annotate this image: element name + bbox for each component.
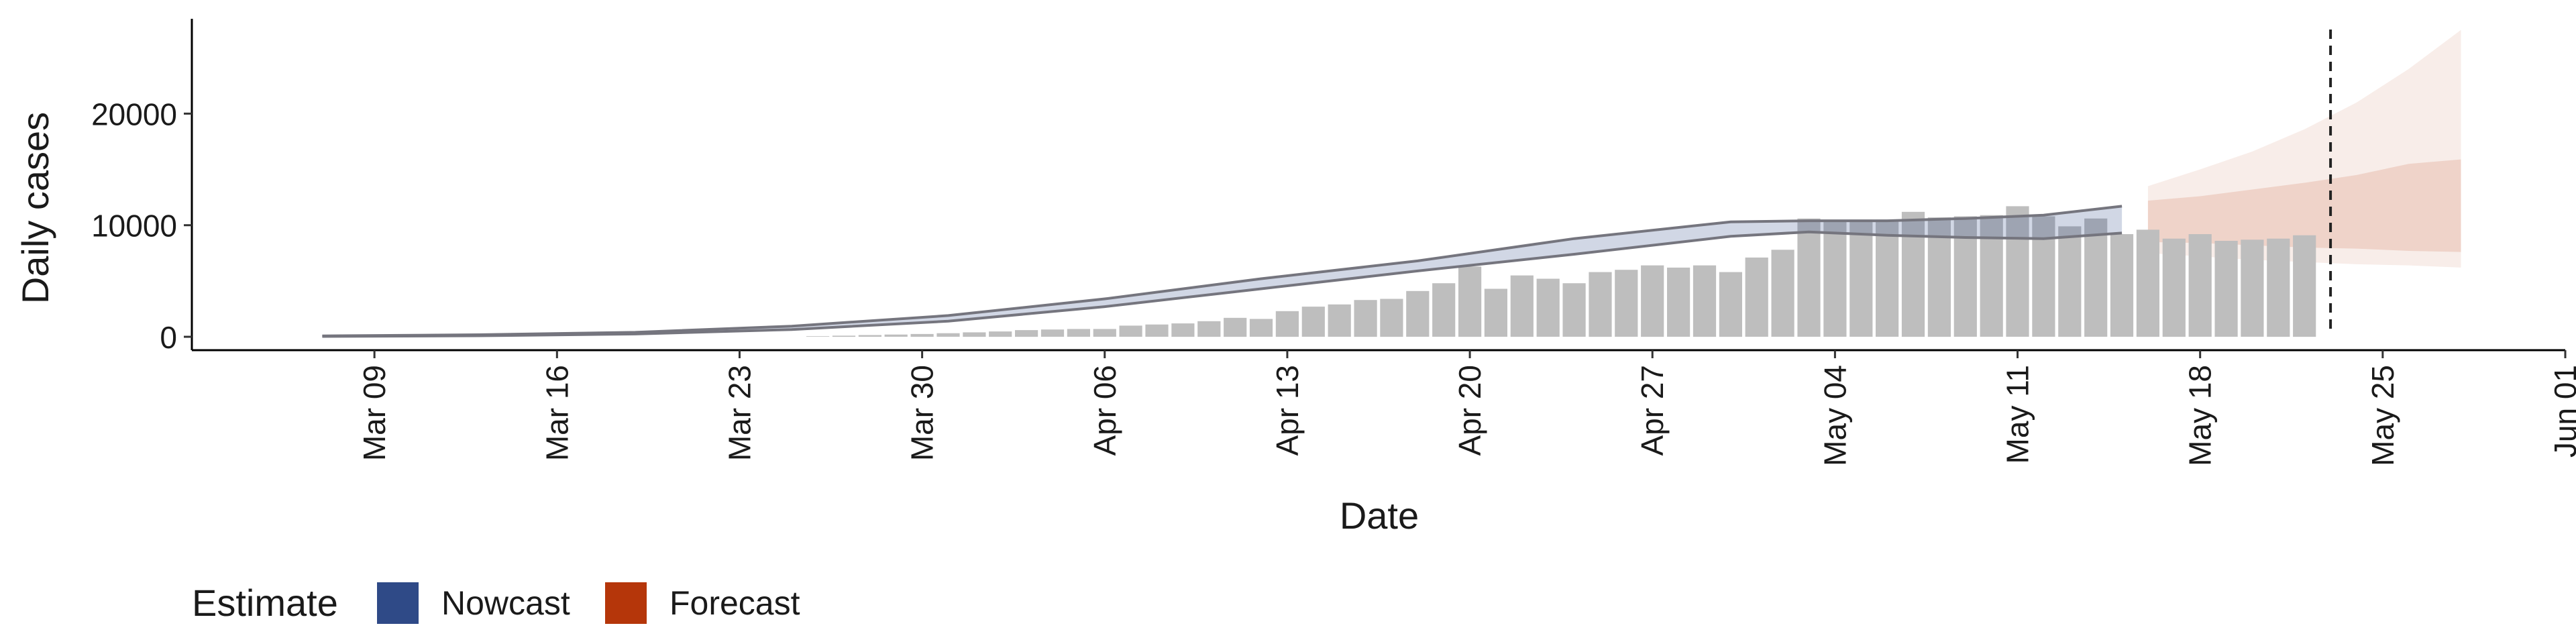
case-bar [1380,299,1403,337]
bars-layer [806,206,2316,337]
case-bar [1015,330,1038,337]
case-bar [1301,307,1325,337]
legend-swatch-nowcast [377,582,419,624]
x-tick-label: May 18 [2183,365,2218,466]
x-tick-label: Jun 01 [2548,365,2576,458]
forecast-outer-band [2147,30,2461,268]
case-bar [1224,317,1247,337]
case-bar [1145,324,1169,337]
case-bar [1536,278,1560,337]
case-bar [832,335,856,337]
case-bar [1328,304,1351,337]
case-bar [989,331,1012,337]
case-bar [1093,329,1116,337]
case-bar [1432,283,1456,337]
case-bar [2293,235,2316,337]
x-tick-label: May 25 [2365,365,2400,466]
case-bar [1745,257,1768,337]
y-tick-label: 10000 [91,209,177,244]
case-bar [1484,288,1507,337]
case-bar [2136,229,2159,337]
case-bar [2110,234,2134,337]
case-bar [2188,234,2212,337]
case-bar [1562,283,1586,337]
case-bar [2214,241,2238,337]
case-bar [1406,290,1430,337]
forecast-inner-band [2147,159,2461,252]
case-bar [1771,250,1794,337]
case-bar [1849,219,1873,337]
case-bar [936,333,960,337]
legend: Estimate Nowcast Forecast [192,582,800,624]
case-bar [1693,265,1717,337]
y-axis-label: Daily cases [14,112,56,304]
forecast-layer [2147,30,2461,268]
case-bar [1797,218,1821,337]
x-tick-label: Mar 09 [357,365,392,461]
case-bar [1980,215,2003,337]
case-bar [1040,329,1065,337]
x-tick-label: Apr 13 [1270,365,1305,456]
case-bar [2006,206,2029,337]
case-bar [1589,272,1612,337]
case-bar [2084,218,2108,337]
case-bar [1458,266,1482,337]
case-bar [806,336,830,337]
case-bar [1667,267,1690,337]
legend-label-nowcast: Nowcast [441,584,570,622]
case-bar [1249,319,1273,337]
case-bar [1876,219,1899,337]
case-bar [1354,300,1377,337]
case-bar [910,333,934,337]
nowcast-layer [322,205,2123,338]
x-tick-label: Mar 16 [539,365,574,461]
case-bar [1119,325,1142,337]
case-bar [963,332,986,337]
nowcast-lower-line [322,230,2123,338]
case-bar [2267,238,2290,337]
y-tick-label: 0 [160,320,177,355]
x-tick-label: May 11 [2000,365,2035,464]
x-axis-label: Date [1340,494,1419,537]
case-bar [1510,275,1534,337]
legend-title: Estimate [192,582,338,624]
x-tick-label: May 04 [1817,365,1852,466]
x-tick-label: Mar 30 [905,365,940,461]
case-bar [884,334,908,337]
nowcast-band [322,206,2123,337]
axes-layer: 0 10000 20000 Mar 09 Mar 16 Mar 23 Mar 30 Apr 0… [91,19,2576,466]
case-bar [858,335,881,337]
case-bar [2241,239,2264,337]
x-tick-label: Apr 06 [1087,365,1122,456]
y-tick-label: 20000 [91,97,177,131]
case-bar [1171,323,1195,337]
legend-swatch-forecast [605,582,647,624]
case-bar [2162,238,2186,337]
case-bar [1901,211,1925,337]
case-bar [1641,265,1664,337]
case-bar [1615,270,1638,337]
case-bar [2058,226,2082,337]
nowcast-upper-line [322,205,2123,337]
legend-label-forecast: Forecast [669,584,800,622]
case-bar [1823,221,1847,337]
x-tick-label: Apr 27 [1635,365,1670,456]
case-bar [2032,216,2055,337]
case-bar [1275,311,1299,337]
case-bar [1719,272,1742,337]
x-tick-label: Apr 20 [1452,365,1487,456]
x-tick-label: Mar 23 [722,365,757,461]
case-bar [1067,329,1090,337]
case-bar [1197,321,1221,337]
